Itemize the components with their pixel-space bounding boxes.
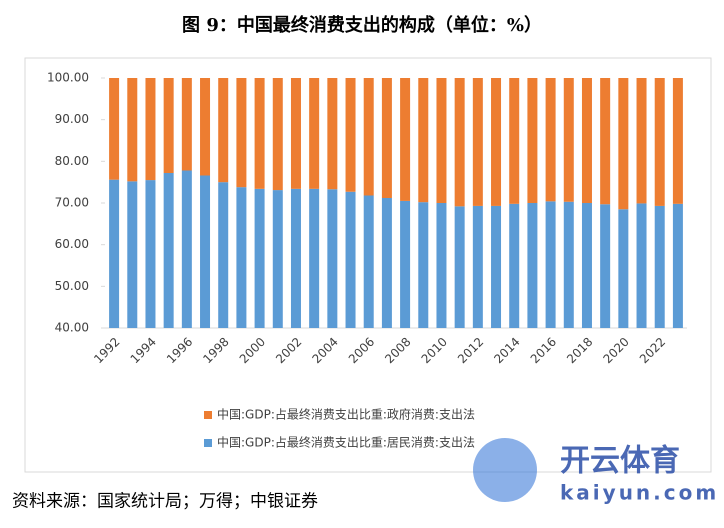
x-tick-label: 2020 [600,335,631,366]
bar-segment [418,78,429,203]
bar-segment [654,205,665,328]
bar-segment [218,78,229,183]
bar-segment [345,191,356,328]
y-tick-label: 100.00 [47,71,89,85]
bar-segment [181,170,192,328]
y-tick-label: 80.00 [55,154,89,168]
bar-segment [127,78,138,182]
bar-segment [509,78,520,204]
bar-segment [563,78,574,202]
legend-swatch [204,439,212,447]
bar-segment [109,78,120,180]
bar-segment [309,78,320,189]
bar-segment [581,78,592,203]
bar-segment [236,78,247,188]
bar-segment [454,78,465,207]
legend-swatch [204,411,212,419]
legend-label: 中国:GDP:占最终消费支出比重:政府消费:支出法 [217,407,475,422]
bar-segment [472,78,483,206]
chart-frame [24,57,712,473]
bar-segment [672,78,683,204]
bar-segment [145,180,156,328]
bar-segment [472,205,483,328]
x-tick-label: 2018 [564,335,595,366]
bar-segment [200,175,211,328]
x-tick-label: 1998 [200,335,231,366]
bar-segment [290,188,301,328]
bar-segment [309,188,320,328]
y-tick-label: 50.00 [55,279,89,293]
bar-segment [618,78,629,210]
x-tick-label: 2002 [273,335,304,366]
x-tick-label: 1994 [128,335,159,366]
bar-segment [436,78,447,203]
bar-segment [254,188,265,328]
bar-segment [163,173,174,328]
y-tick-label: 90.00 [55,112,89,126]
bar-segment [454,206,465,328]
bar-segment [491,78,502,206]
bar-segment [400,78,411,201]
bar-segment [363,195,374,328]
bar-segment [436,203,447,328]
bar-segment [254,78,265,189]
bar-segment [527,78,538,203]
source-note: 资料来源：国家统计局；万得；中银证券 [12,492,318,512]
bar-segment [145,78,156,181]
bar-segment [491,205,502,328]
x-tick-label: 2012 [455,335,486,366]
bar-segment [636,78,647,204]
bar-segment [363,78,374,196]
y-tick-label: 70.00 [55,196,89,210]
legend-label: 中国:GDP:占最终消费支出比重:居民消费:支出法 [217,435,475,450]
bar-segment [600,204,611,328]
y-tick-label: 60.00 [55,237,89,251]
bar-segment [400,200,411,328]
x-tick-label: 2016 [528,335,559,366]
bar-segment [418,202,429,328]
x-tick-label: 2004 [309,335,340,366]
bar-segment [563,201,574,328]
bar-segment [527,203,538,328]
bar-segment [509,203,520,328]
bar-segment [654,78,665,206]
x-tick-label: 2010 [419,335,450,366]
x-tick-label: 1996 [164,335,195,366]
bar-segment [272,78,283,191]
x-tick-label: 2008 [382,335,413,366]
chart-title: 图 9：中国最终消费支出的构成（单位：%） [182,14,542,36]
watermark: kaiyun.com [560,481,719,505]
bar-segment [327,189,338,328]
bar-segment [290,78,301,189]
y-tick-label: 40.00 [55,321,89,335]
bar-segment [381,198,392,328]
bar-segment [272,190,283,328]
bar-segment [218,182,229,328]
bar-segment [581,203,592,328]
x-tick-label: 2022 [637,335,668,366]
watermark-logo [473,438,537,502]
bar-segment [236,187,247,328]
x-tick-label: 2000 [237,335,268,366]
bar-segment [200,78,211,176]
bar-segment [345,78,356,192]
bar-segment [327,78,338,190]
bar-segment [163,78,174,173]
bar-segment [636,203,647,328]
bar-segment [545,78,556,202]
bar-segment [181,78,192,171]
bar-segment [381,78,392,198]
bar-segment [618,209,629,328]
bar-segment [672,203,683,328]
bar-segment [127,181,138,328]
watermark: 开云体育 [560,444,680,479]
bar-segment [545,201,556,328]
bar-segment [600,78,611,205]
bar-segment [109,179,120,328]
x-tick-label: 2014 [491,335,522,366]
x-tick-label: 1992 [91,335,122,366]
x-tick-label: 2006 [346,335,377,366]
